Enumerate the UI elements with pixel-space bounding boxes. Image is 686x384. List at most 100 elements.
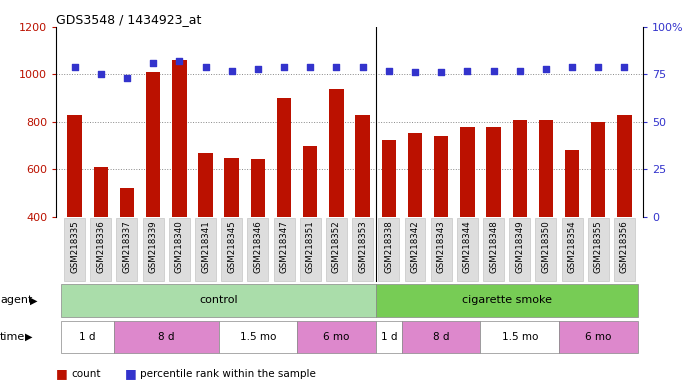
Bar [591,122,606,217]
Text: GSM218346: GSM218346 [253,220,262,273]
FancyBboxPatch shape [297,321,376,353]
Bar [460,127,475,217]
Point [305,64,316,70]
FancyBboxPatch shape [480,321,559,353]
Bar [224,157,239,217]
Bar [120,189,134,217]
FancyBboxPatch shape [483,218,504,281]
Point [436,70,447,76]
Text: ■: ■ [125,367,137,381]
FancyBboxPatch shape [195,218,216,281]
Bar [486,127,501,217]
FancyBboxPatch shape [457,218,478,281]
FancyBboxPatch shape [117,218,137,281]
FancyBboxPatch shape [326,218,347,281]
Text: agent: agent [0,295,32,306]
FancyBboxPatch shape [114,321,219,353]
FancyBboxPatch shape [588,218,608,281]
Text: 1 d: 1 d [381,332,397,342]
Text: ▶: ▶ [29,295,37,306]
FancyBboxPatch shape [614,218,635,281]
FancyBboxPatch shape [376,284,637,317]
Bar [565,151,579,217]
Text: GSM218344: GSM218344 [463,220,472,273]
Point [200,64,211,70]
Text: GSM218350: GSM218350 [541,220,550,273]
Text: 8 d: 8 d [433,332,449,342]
Point [383,68,394,74]
Text: percentile rank within the sample: percentile rank within the sample [140,369,316,379]
Bar [146,72,161,217]
FancyBboxPatch shape [64,218,85,281]
FancyBboxPatch shape [352,218,373,281]
Bar [381,140,396,217]
FancyBboxPatch shape [62,284,376,317]
Text: 8 d: 8 d [158,332,174,342]
Text: GSM218343: GSM218343 [437,220,446,273]
Text: ■: ■ [56,367,68,381]
FancyBboxPatch shape [219,321,297,353]
Text: GSM218345: GSM218345 [227,220,236,273]
Text: ▶: ▶ [25,332,33,342]
Bar [539,119,553,217]
Bar [198,153,213,217]
Text: GSM218340: GSM218340 [175,220,184,273]
Bar [250,159,265,217]
Text: GSM218347: GSM218347 [280,220,289,273]
FancyBboxPatch shape [248,218,268,281]
Point [357,64,368,70]
Point [121,75,132,81]
FancyBboxPatch shape [62,321,114,353]
Point [567,64,578,70]
Bar [303,146,318,217]
FancyBboxPatch shape [431,218,451,281]
Text: 1.5 mo: 1.5 mo [239,332,276,342]
Bar [172,60,187,217]
FancyBboxPatch shape [405,218,425,281]
FancyBboxPatch shape [376,321,402,353]
Text: count: count [71,369,101,379]
Bar [617,115,632,217]
Text: GSM218336: GSM218336 [96,220,105,273]
Text: GSM218353: GSM218353 [358,220,367,273]
FancyBboxPatch shape [378,218,399,281]
Text: time: time [0,332,25,342]
Point [462,68,473,74]
Point [95,71,106,78]
Text: GSM218356: GSM218356 [620,220,629,273]
FancyBboxPatch shape [402,321,480,353]
Text: GSM218351: GSM218351 [306,220,315,273]
Text: GSM218337: GSM218337 [122,220,132,273]
Bar [329,89,344,217]
Point [331,64,342,70]
FancyBboxPatch shape [562,218,582,281]
Text: 1 d: 1 d [80,332,96,342]
Bar [67,115,82,217]
Text: 6 mo: 6 mo [585,332,611,342]
Bar [277,98,292,217]
Bar [512,119,527,217]
Text: GSM218341: GSM218341 [201,220,210,273]
Point [514,68,525,74]
Bar [355,115,370,217]
Bar [93,167,108,217]
Point [619,64,630,70]
FancyBboxPatch shape [221,218,242,281]
Point [69,64,80,70]
Text: 1.5 mo: 1.5 mo [501,332,538,342]
Bar [407,132,422,217]
Bar [434,136,449,217]
Text: GSM218339: GSM218339 [149,220,158,273]
Text: GSM218354: GSM218354 [567,220,577,273]
Text: 6 mo: 6 mo [323,332,350,342]
FancyBboxPatch shape [143,218,163,281]
FancyBboxPatch shape [559,321,637,353]
Text: GSM218352: GSM218352 [332,220,341,273]
FancyBboxPatch shape [536,218,556,281]
Text: GSM218342: GSM218342 [410,220,419,273]
Point [541,66,552,72]
Point [226,68,237,74]
Point [593,64,604,70]
FancyBboxPatch shape [91,218,111,281]
Text: GSM218355: GSM218355 [594,220,603,273]
